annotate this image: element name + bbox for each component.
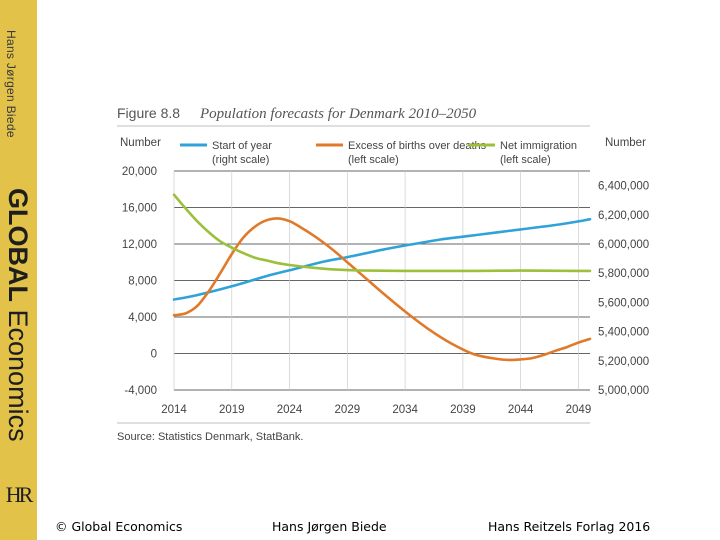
x-tick-label: 2029: [335, 404, 361, 416]
figure-label: Figure 8.8: [117, 105, 180, 121]
left-tick-label: 12,000: [122, 239, 157, 251]
footer-publisher: Hans Reitzels Forlag 2016: [488, 519, 651, 534]
legend-scale-note: (left scale): [348, 154, 399, 166]
legend-births: Excess of births over deaths (left scale): [316, 140, 487, 166]
series-lines: [172, 193, 592, 362]
footer-copyright: © Global Economics: [55, 519, 183, 534]
legend-label: Excess of births over deaths: [348, 140, 487, 152]
legend: Start of year (right scale) Excess of birt…: [180, 140, 577, 166]
right-tick-label: 6,000,000: [598, 239, 649, 251]
chart-source: Source: Statistics Denmark, StatBank.: [117, 431, 303, 443]
right-tick-labels: 6,400,000 6,200,000 6,000,000 5,800,000 5,60…: [598, 181, 649, 397]
x-tick-label: 2039: [450, 404, 476, 416]
x-tick-label: 2024: [277, 404, 303, 416]
x-tick-label: 2044: [508, 404, 534, 416]
sidebar-title-rest: Economics: [3, 309, 33, 442]
series-immigration-line: [172, 193, 592, 273]
series-births-line: [172, 217, 592, 362]
series-start-of-year-line: [172, 217, 592, 301]
legend-label: Net immigration: [500, 140, 577, 152]
x-tick-label: 2034: [392, 404, 418, 416]
sidebar-title-bold: GLOBAL: [3, 188, 33, 302]
legend-start-of-year: Start of year (right scale): [180, 140, 272, 166]
footer-author: Hans Jørgen Biede: [272, 519, 387, 534]
legend-scale-note: (left scale): [500, 154, 551, 166]
gridlines: [173, 170, 590, 391]
left-axis-label: Number: [120, 137, 161, 149]
left-tick-label: 8,000: [128, 276, 157, 288]
chart-title: Population forecasts for Denmark 2010–20…: [199, 106, 477, 122]
sidebar-book-title: GLOBAL Economics: [1, 188, 35, 442]
left-tick-label: 4,000: [128, 312, 157, 324]
legend-immigration: Net immigration (left scale): [468, 140, 577, 166]
sidebar-author: Hans Jørgen Biede: [4, 30, 18, 138]
left-tick-label: 16,000: [122, 203, 157, 215]
right-tick-label: 6,200,000: [598, 210, 649, 222]
publisher-logo: HR: [5, 482, 34, 507]
legend-scale-note: (right scale): [212, 154, 269, 166]
x-tick-label: 2049: [566, 404, 592, 416]
right-tick-label: 5,000,000: [598, 385, 649, 397]
sidebar: Hans Jørgen Biede GLOBAL Economics HR: [0, 0, 37, 540]
right-tick-label: 6,400,000: [598, 181, 649, 193]
x-tick-label: 2014: [161, 404, 187, 416]
right-axis-label: Number: [605, 137, 646, 149]
legend-label: Start of year: [212, 140, 272, 152]
left-tick-label: 0: [151, 349, 157, 361]
left-tick-label: -4,000: [124, 385, 157, 397]
left-tick-labels: 20,000 16,000 12,000 8,000 4,000 0 -4,000: [122, 166, 157, 397]
x-tick-labels: 2014 2019 2024 2029 2034 2039 2044 2049: [161, 404, 591, 416]
right-tick-label: 5,800,000: [598, 268, 649, 280]
left-tick-label: 20,000: [122, 166, 157, 178]
right-tick-label: 5,200,000: [598, 356, 649, 368]
right-tick-label: 5,400,000: [598, 327, 649, 339]
right-tick-label: 5,600,000: [598, 297, 649, 309]
x-tick-label: 2019: [219, 404, 245, 416]
